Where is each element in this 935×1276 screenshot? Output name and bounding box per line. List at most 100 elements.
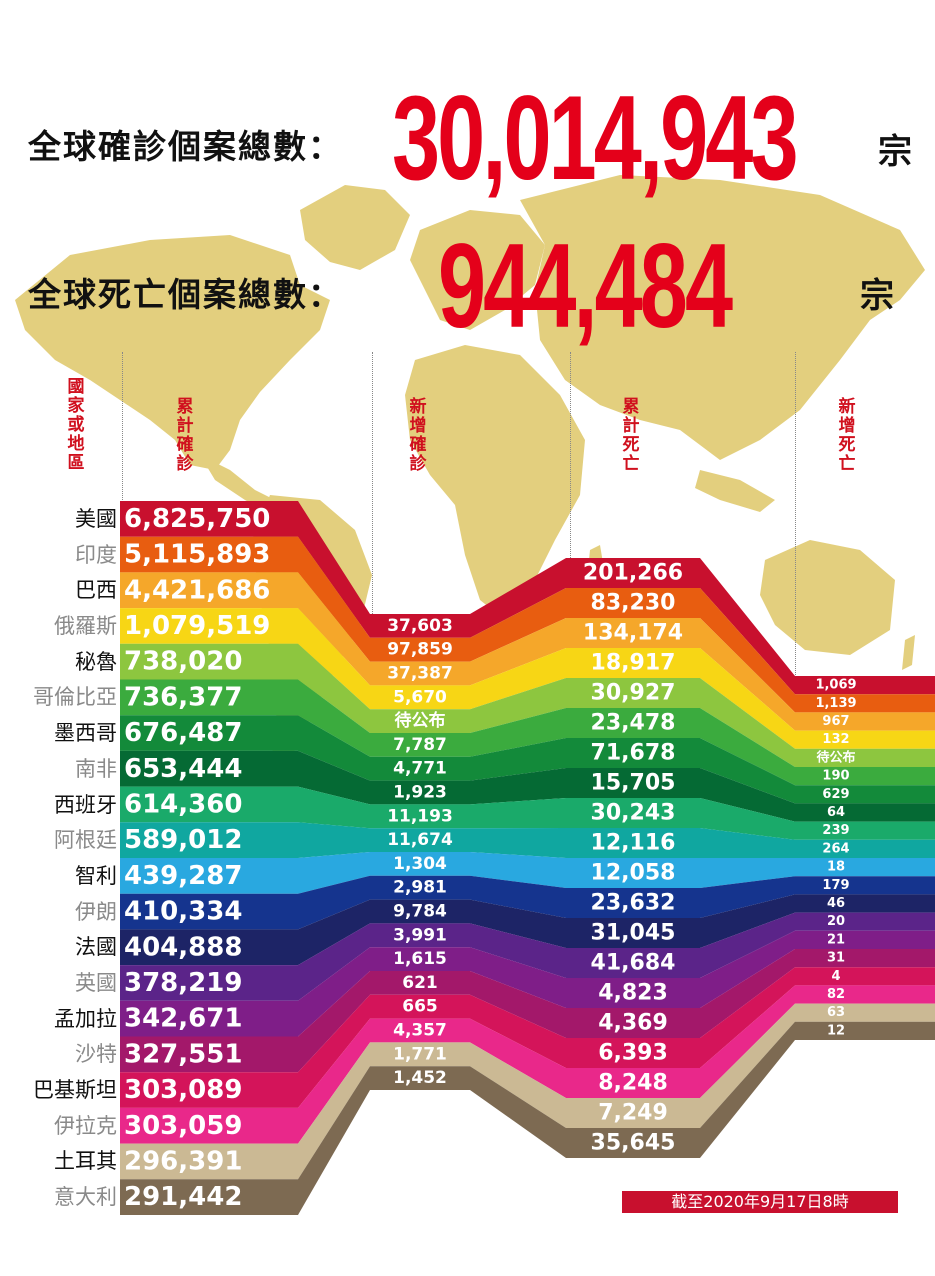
data-date-footnote: 截至2020年9月17日8時 [622, 1191, 898, 1213]
total-cases-label: 439,287 [124, 861, 242, 891]
total-deaths-label: 134,174 [583, 621, 683, 646]
total-cases-label: 589,012 [124, 825, 242, 855]
new-deaths-label: 12 [827, 1023, 845, 1038]
total-deaths-label: 71,678 [591, 741, 676, 766]
ribbon-band [120, 679, 935, 786]
global-cases-unit: 宗 [878, 132, 912, 172]
ribbon-bands [120, 501, 935, 1215]
country-name: 巴西 [75, 578, 117, 603]
total-deaths-label: 6,393 [598, 1041, 668, 1066]
total-cases-label: 736,377 [124, 682, 242, 712]
ribbon-band [120, 1021, 935, 1215]
country-name: 土耳其 [54, 1149, 117, 1174]
ribbon-band [120, 930, 935, 1037]
total-deaths-label: 4,823 [598, 981, 668, 1006]
new-deaths-label: 18 [827, 860, 845, 875]
total-deaths-label: 201,266 [583, 561, 683, 586]
new-deaths-label: 21 [827, 932, 845, 947]
new-deaths-label: 179 [822, 878, 849, 893]
ribbon-band [120, 949, 935, 1073]
ribbon-band [120, 536, 935, 713]
total-cases-label: 410,334 [124, 897, 242, 927]
new-deaths-label: 82 [827, 987, 845, 1002]
country-name: 孟加拉 [54, 1006, 117, 1031]
column-guide-line [795, 352, 796, 677]
total-deaths-label: 23,478 [591, 711, 676, 736]
new-deaths-label: 629 [822, 787, 849, 802]
header-total-deaths: 累計死亡 [622, 397, 640, 474]
total-deaths-label: 18,917 [591, 651, 676, 676]
total-cases-label: 676,487 [124, 718, 242, 748]
total-cases-label: 4,421,686 [124, 575, 270, 605]
country-name: 阿根廷 [54, 828, 117, 853]
country-name: 墨西哥 [54, 721, 117, 746]
total-deaths-label: 41,684 [591, 951, 676, 976]
country-name: 秘魯 [75, 649, 117, 674]
total-deaths-label: 30,243 [591, 801, 676, 826]
global-cases-value: 30,014,943 [392, 71, 799, 205]
ribbon-band [120, 822, 935, 858]
new-cases-label: 11,193 [387, 806, 453, 826]
total-cases-label: 614,360 [124, 790, 242, 820]
ribbon-band [120, 786, 935, 840]
country-name: 伊朗 [75, 899, 117, 924]
total-cases-label: 291,442 [124, 1182, 242, 1212]
total-cases-label: 738,020 [124, 647, 242, 677]
country-name: 巴基斯坦 [33, 1078, 117, 1102]
ribbon-band [120, 572, 935, 731]
total-deaths-label: 31,045 [591, 921, 676, 946]
country-name: 沙特 [75, 1042, 117, 1067]
new-cases-label: 4,357 [393, 1021, 447, 1041]
new-cases-label: 37,603 [387, 616, 453, 636]
ribbon-band [120, 608, 935, 749]
country-name: 美國 [75, 506, 117, 531]
header-total-cases: 累計確診 [176, 397, 194, 474]
new-deaths-label: 46 [827, 896, 845, 911]
new-deaths-label: 264 [822, 841, 849, 856]
new-cases-label: 2,981 [393, 878, 447, 898]
total-cases-label: 5,115,893 [124, 540, 270, 570]
total-cases-label: 404,888 [124, 932, 242, 962]
total-deaths-label: 7,249 [598, 1101, 668, 1126]
new-deaths-label: 64 [827, 805, 845, 820]
new-deaths-label: 190 [822, 769, 849, 784]
new-cases-label: 621 [402, 973, 438, 993]
total-deaths-label: 23,632 [591, 891, 676, 916]
total-cases-label: 303,089 [124, 1075, 242, 1105]
country-name: 俄羅斯 [54, 614, 117, 638]
country-name: 南非 [75, 756, 117, 781]
global-deaths-label: 全球死亡個案總數： [28, 275, 343, 314]
new-cases-label: 1,923 [393, 783, 447, 803]
new-cases-label: 1,452 [393, 1068, 447, 1088]
new-deaths-label: 239 [822, 823, 849, 838]
new-cases-label: 4,771 [393, 759, 447, 779]
new-deaths-label: 20 [827, 914, 845, 929]
total-deaths-label: 4,369 [598, 1011, 668, 1036]
header-new-cases: 新增確診 [409, 397, 427, 474]
total-cases-label: 6,825,750 [124, 504, 270, 534]
country-name: 英國 [75, 971, 117, 995]
total-deaths-label: 35,645 [591, 1131, 676, 1156]
ribbon-band [120, 715, 935, 804]
new-deaths-label: 4 [831, 969, 840, 984]
country-name: 智利 [75, 863, 117, 888]
column-guide-line [570, 352, 571, 560]
total-deaths-label: 12,058 [591, 861, 676, 886]
new-cases-label: 1,771 [393, 1044, 447, 1064]
total-cases-label: 342,671 [124, 1004, 242, 1034]
new-cases-label: 665 [402, 997, 438, 1017]
country-name: 哥倫比亞 [33, 685, 117, 710]
country-name: 印度 [75, 542, 117, 567]
new-cases-label: 3,991 [393, 925, 447, 945]
new-cases-label: 1,615 [393, 949, 447, 969]
new-deaths-label: 1,069 [815, 678, 856, 693]
ribbon-band [120, 750, 935, 822]
new-deaths-label: 967 [822, 714, 849, 729]
new-deaths-label: 待公布 [815, 749, 855, 765]
new-deaths-label: 132 [822, 732, 849, 747]
country-name: 西班牙 [54, 792, 117, 817]
total-cases-label: 653,444 [124, 754, 242, 784]
total-deaths-label: 15,705 [591, 771, 676, 796]
ribbon-band [120, 852, 935, 894]
